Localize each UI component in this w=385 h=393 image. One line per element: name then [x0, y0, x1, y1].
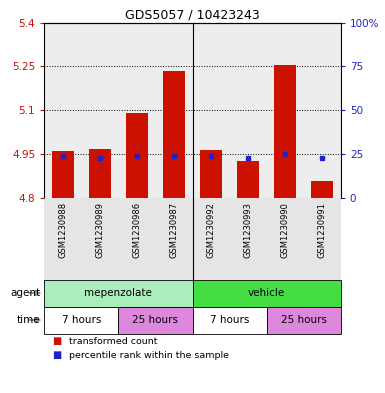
- Text: transformed count: transformed count: [69, 336, 158, 345]
- Text: agent: agent: [10, 288, 40, 298]
- Bar: [44, 198, 81, 279]
- Text: vehicle: vehicle: [248, 288, 285, 298]
- Text: mepenzolate: mepenzolate: [84, 288, 152, 298]
- Text: ■: ■: [52, 351, 61, 360]
- Bar: [229, 198, 266, 279]
- Bar: [304, 22, 341, 198]
- Bar: [311, 182, 333, 198]
- Text: GSM1230992: GSM1230992: [206, 202, 216, 257]
- Text: time: time: [17, 315, 40, 325]
- Text: ■: ■: [52, 336, 61, 346]
- Bar: [267, 22, 304, 198]
- Text: GSM1230990: GSM1230990: [281, 202, 290, 257]
- Bar: [192, 198, 229, 279]
- Bar: [192, 22, 229, 198]
- Bar: [163, 71, 185, 198]
- Text: GSM1230989: GSM1230989: [95, 202, 104, 258]
- Bar: [119, 198, 156, 279]
- Bar: [274, 65, 296, 198]
- Text: 7 hours: 7 hours: [210, 315, 249, 325]
- Bar: [44, 279, 192, 307]
- Bar: [119, 22, 156, 198]
- Bar: [229, 22, 266, 198]
- Text: 25 hours: 25 hours: [132, 315, 178, 325]
- Bar: [44, 22, 81, 198]
- Bar: [192, 307, 267, 334]
- Text: 7 hours: 7 hours: [62, 315, 101, 325]
- Bar: [237, 161, 259, 198]
- Text: 25 hours: 25 hours: [281, 315, 326, 325]
- Bar: [119, 307, 192, 334]
- Bar: [126, 113, 148, 198]
- Text: percentile rank within the sample: percentile rank within the sample: [69, 351, 229, 360]
- Bar: [89, 149, 111, 198]
- Bar: [81, 22, 119, 198]
- Bar: [192, 279, 341, 307]
- Title: GDS5057 / 10423243: GDS5057 / 10423243: [125, 8, 260, 21]
- Text: GSM1230993: GSM1230993: [244, 202, 253, 258]
- Bar: [267, 198, 304, 279]
- Bar: [266, 307, 341, 334]
- Text: GSM1230987: GSM1230987: [169, 202, 179, 258]
- Bar: [200, 150, 222, 198]
- Bar: [44, 307, 119, 334]
- Bar: [156, 22, 192, 198]
- Text: GSM1230988: GSM1230988: [58, 202, 67, 258]
- Bar: [304, 198, 341, 279]
- Text: GSM1230991: GSM1230991: [318, 202, 327, 257]
- Text: GSM1230986: GSM1230986: [132, 202, 141, 258]
- Bar: [156, 198, 192, 279]
- Bar: [52, 151, 74, 198]
- Bar: [81, 198, 119, 279]
